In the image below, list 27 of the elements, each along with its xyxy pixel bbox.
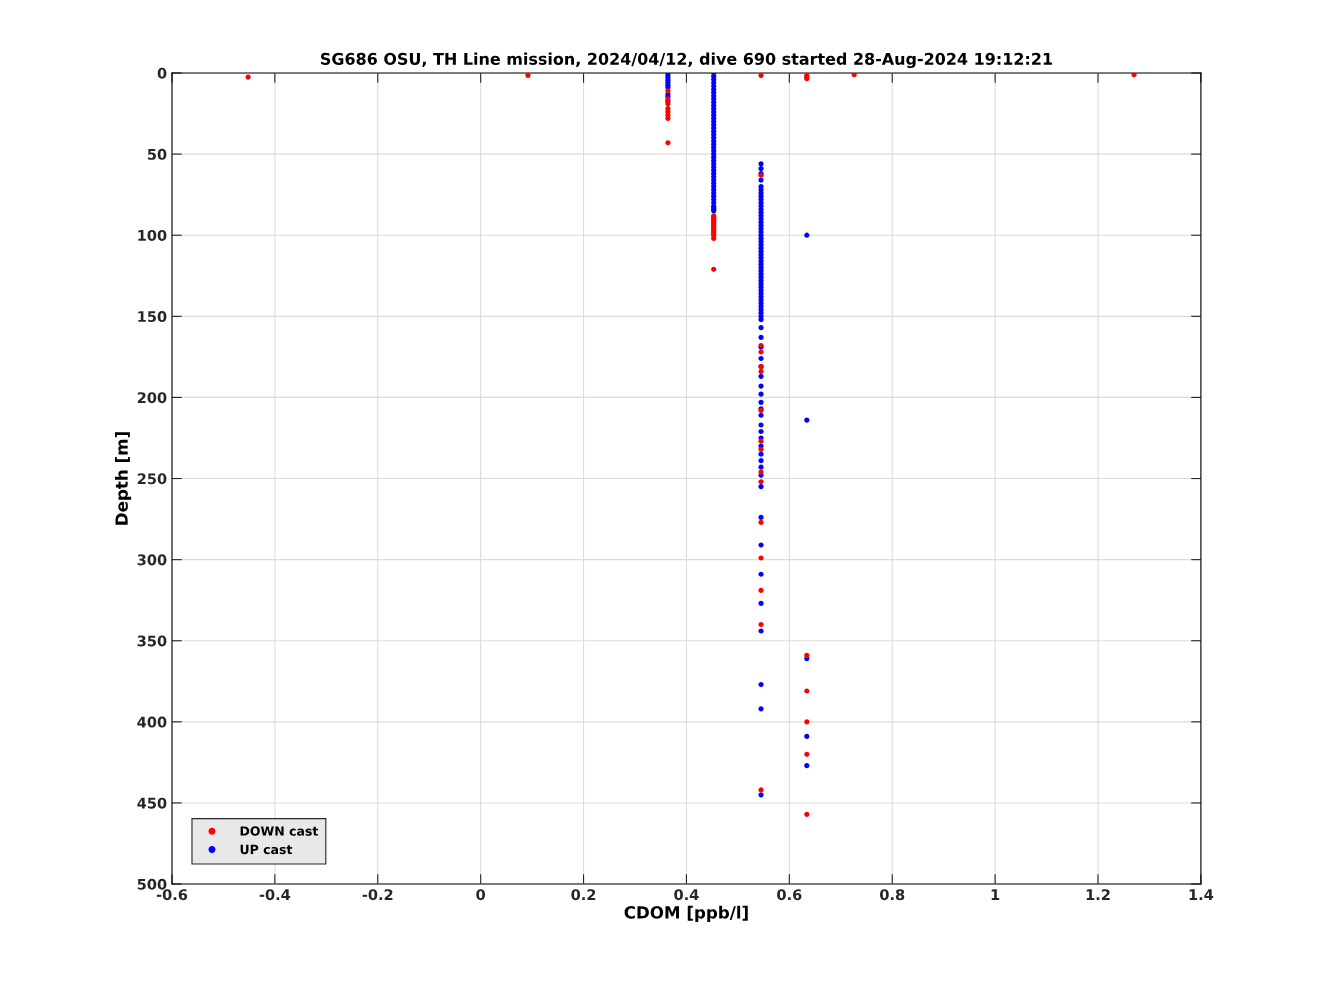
y-tick-label: 0 <box>157 67 167 79</box>
x-tick-label: -0.6 <box>156 889 188 901</box>
y-tick-label: 400 <box>137 716 167 728</box>
x-tick-label: 1 <box>991 889 1000 900</box>
x-tick-label: 1.4 <box>1189 889 1214 900</box>
x-tick-label: 1.2 <box>1086 889 1110 900</box>
y-tick-label: 150 <box>138 311 167 323</box>
y-axis-title: Depth [m] <box>114 432 132 525</box>
x-axis-title: CDOM [ppb/l] <box>624 905 748 922</box>
y-tick-label: 350 <box>137 635 167 647</box>
x-tick-label: 0 <box>476 889 486 901</box>
x-tick-label: -0.2 <box>362 889 393 901</box>
legend-label: DOWN cast <box>240 826 319 836</box>
y-tick-label: 200 <box>137 392 167 404</box>
y-tick-label: 450 <box>137 797 167 809</box>
y-tick-label: 50 <box>147 148 167 160</box>
y-tick-label: 100 <box>138 229 167 241</box>
x-tick-label: -0.4 <box>259 889 291 901</box>
y-tick-label: 500 <box>137 878 167 890</box>
x-tick-label: 0.8 <box>880 889 905 901</box>
y-tick-label: 250 <box>137 473 167 485</box>
x-tick-label: 0.4 <box>674 889 699 901</box>
chart-title: SG686 OSU, TH Line mission, 2024/04/12, dive 690 started 28-Aug-2024 19:12:21 <box>320 52 1052 69</box>
legend-label: UP cast <box>240 844 293 855</box>
y-tick-label: 300 <box>137 554 167 566</box>
x-tick-label: 0.6 <box>777 889 802 901</box>
x-tick-label: 0.2 <box>571 889 596 901</box>
